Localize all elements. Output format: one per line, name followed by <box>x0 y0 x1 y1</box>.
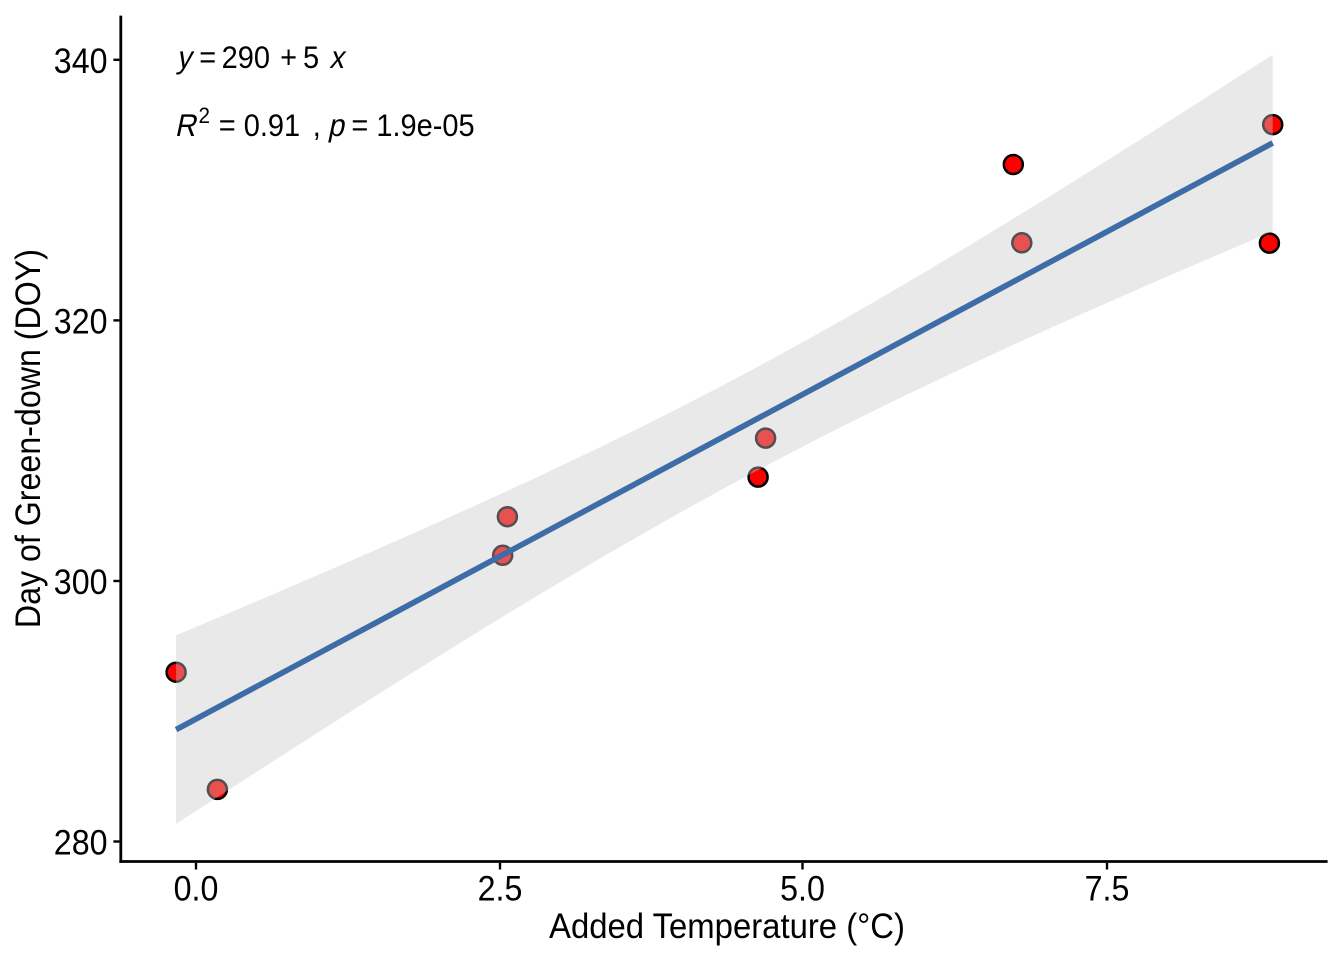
svg-text:Day of Green-down (DOY): Day of Green-down (DOY) <box>10 249 49 628</box>
svg-text:7.5: 7.5 <box>1085 870 1130 909</box>
svg-text:290: 290 <box>222 41 270 75</box>
svg-text:2: 2 <box>199 102 211 128</box>
svg-text:,: , <box>313 109 321 143</box>
svg-text:+: + <box>280 41 297 75</box>
svg-text:5: 5 <box>303 41 319 75</box>
svg-text:280: 280 <box>54 825 108 864</box>
svg-text:340: 340 <box>54 43 108 82</box>
svg-text:2.5: 2.5 <box>478 870 523 909</box>
svg-text:p: p <box>326 108 350 143</box>
svg-text:0.0: 0.0 <box>174 870 219 909</box>
svg-text:5.0: 5.0 <box>780 870 825 909</box>
svg-text:320: 320 <box>54 303 108 342</box>
svg-text:= 1.9e-05: = 1.9e-05 <box>351 109 474 143</box>
svg-text:= 0.91: = 0.91 <box>219 109 300 143</box>
svg-text:300: 300 <box>54 564 108 603</box>
svg-text:=: = <box>199 41 216 75</box>
svg-text:Added Temperature (°C): Added Temperature (°C) <box>549 907 905 946</box>
